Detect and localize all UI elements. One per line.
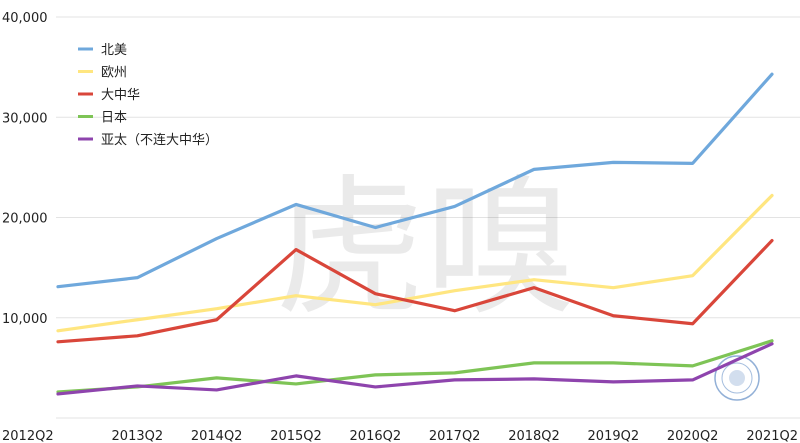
- series-lines: [56, 72, 774, 396]
- x-tick-label: 2014Q2: [191, 429, 243, 443]
- x-tick-label: 2013Q2: [112, 429, 164, 443]
- series-line-1: [56, 72, 774, 289]
- x-tick-label: 2019Q2: [588, 429, 640, 443]
- x-tick-label: 2012Q2: [2, 429, 54, 443]
- x-tick-label: 2020Q2: [667, 429, 719, 443]
- y-axis-ticks: 10,000 20,000 30,000 40,000: [2, 11, 48, 327]
- legend-label: 欧州: [101, 66, 127, 81]
- x-tick-label: 2017Q2: [429, 429, 481, 443]
- y-tick-label: 40,000: [2, 11, 48, 26]
- legend-label: 日本: [101, 111, 127, 126]
- watermark-seal: [714, 355, 760, 401]
- x-tick-label: 2015Q2: [270, 429, 322, 443]
- series-line-2: [56, 193, 774, 333]
- x-axis-ticks: 2012Q2 2013Q2 2014Q2 2015Q2 2016Q2 2017Q2 2018…: [2, 429, 798, 443]
- legend-label: 大中华: [101, 88, 140, 103]
- x-tick-label: 2021Q2: [746, 429, 798, 443]
- legend-label: 北美: [101, 43, 127, 58]
- x-tick-label: 2018Q2: [508, 429, 560, 443]
- watermark-text: 虎嗅: [275, 162, 575, 336]
- y-tick-label: 30,000: [2, 111, 48, 126]
- series-line-4: [56, 339, 774, 394]
- y-tick-label: 10,000: [2, 312, 48, 327]
- x-tick-label: 2016Q2: [350, 429, 402, 443]
- grid: [56, 16, 800, 419]
- legend-label: 亚太（不连大中华）: [101, 132, 218, 148]
- y-tick-label: 20,000: [2, 212, 48, 227]
- series-line-5: [56, 342, 774, 396]
- series-line-3: [56, 238, 774, 344]
